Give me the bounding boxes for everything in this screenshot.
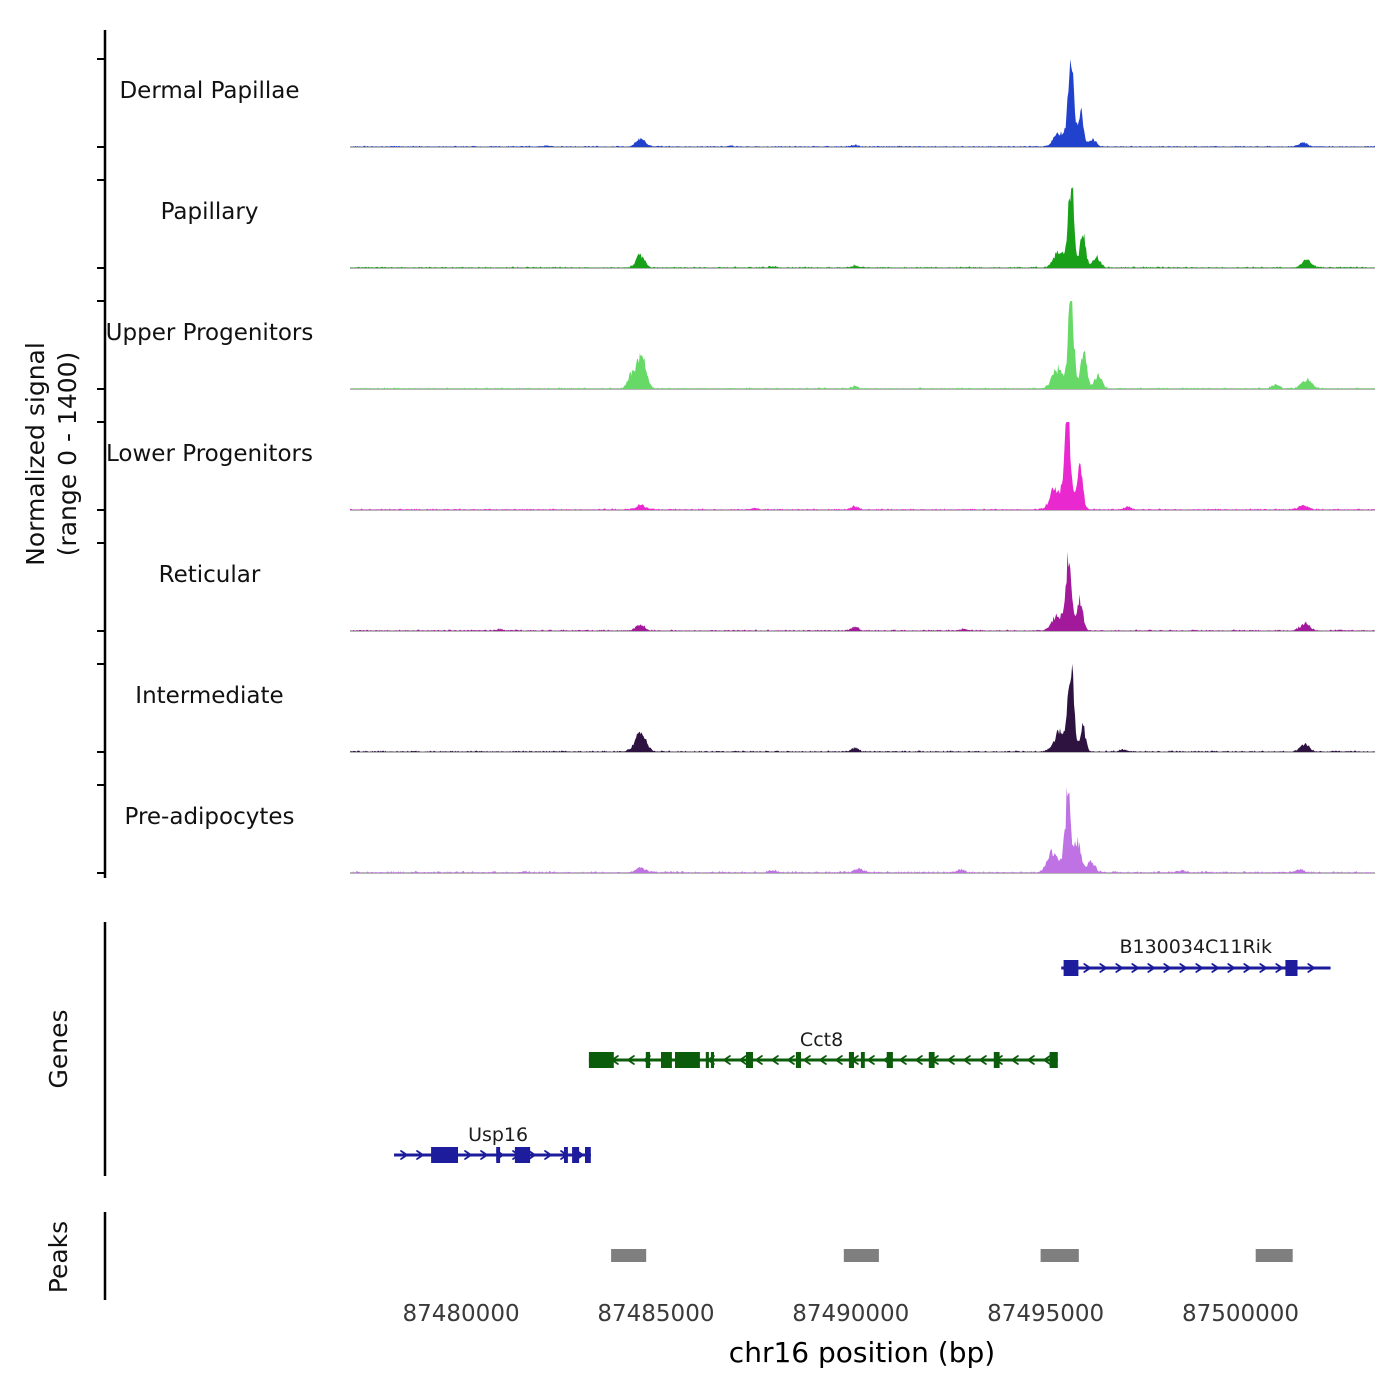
strand-arrow-icon [544, 1150, 552, 1160]
strand-arrow-icon [1275, 963, 1284, 973]
gene-exon [886, 1052, 893, 1068]
strand-arrow-icon [723, 1055, 731, 1065]
x-tick-87480000: 87480000 [402, 1301, 520, 1327]
strand-arrow-icon [915, 1055, 923, 1065]
gene-exon [1285, 960, 1298, 976]
x-tick-87495000: 87495000 [987, 1301, 1105, 1327]
peak-region [1040, 1249, 1079, 1262]
strand-arrow-icon [1083, 963, 1092, 973]
strand-arrow-icon [1115, 963, 1124, 973]
track-label-pre-adipocytes: Pre-adipocytes [124, 804, 295, 830]
strand-arrow-icon [979, 1055, 987, 1065]
x-tick-87485000: 87485000 [597, 1301, 715, 1327]
gene-exon [928, 1052, 935, 1068]
peaks-group-label: Peaks [44, 1220, 73, 1294]
gene-exon [795, 1052, 801, 1068]
strand-arrow-icon [1179, 963, 1188, 973]
track-label-dermal-papillae: Dermal Papillae [119, 78, 300, 104]
strand-arrow-icon [947, 1055, 955, 1065]
signal-area-lower-progenitors [350, 422, 1375, 510]
strand-arrow-icon [1243, 963, 1252, 973]
strand-arrow-icon [1307, 963, 1316, 973]
gene-exon [1063, 960, 1079, 976]
strand-arrow-icon [1211, 963, 1220, 973]
track-label-papillary: Papillary [160, 199, 259, 225]
gene-label-usp16: Usp16 [468, 1124, 529, 1146]
signal-area-dermal-papillae [350, 59, 1375, 147]
track-label-reticular: Reticular [158, 562, 261, 588]
peak-region [1255, 1249, 1293, 1262]
genes-group-label: Genes [44, 1009, 73, 1089]
strand-arrow-icon [771, 1055, 779, 1065]
gene-exon [572, 1147, 580, 1163]
strand-arrow-icon [1131, 963, 1140, 973]
signal-area-papillary [350, 186, 1375, 268]
gene-exon [746, 1052, 753, 1068]
y-axis-label-line1: Normalized signal [21, 342, 50, 566]
peak-region [843, 1249, 879, 1262]
gene-exon [675, 1052, 700, 1068]
strand-arrow-icon [464, 1150, 472, 1160]
gene-exon [431, 1147, 458, 1163]
signal-area-pre-adipocytes [350, 787, 1375, 873]
gene-exon [710, 1052, 714, 1068]
x-tick-87500000: 87500000 [1181, 1301, 1300, 1327]
strand-arrow-icon [787, 1055, 795, 1065]
gene-exon [588, 1052, 614, 1068]
track-label-intermediate: Intermediate [135, 683, 284, 709]
strand-arrow-icon [1163, 963, 1172, 973]
gene-exon [705, 1052, 709, 1068]
track-label-lower-progenitors: Lower Progenitors [106, 441, 313, 467]
gene-exon [496, 1147, 501, 1163]
strand-arrow-icon [1027, 1055, 1035, 1065]
gene-exon [993, 1052, 1000, 1068]
signal-area-upper-progenitors [350, 301, 1375, 389]
strand-arrow-icon [963, 1055, 971, 1065]
strand-arrow-icon [1259, 963, 1268, 973]
strand-arrow-icon [739, 1055, 747, 1065]
strand-arrow-icon [1227, 963, 1236, 973]
gene-label-cct8: Cct8 [799, 1029, 844, 1051]
strand-arrow-icon [416, 1150, 424, 1160]
x-tick-87490000: 87490000 [792, 1301, 910, 1327]
strand-arrow-icon [627, 1055, 635, 1065]
strand-arrow-icon [819, 1055, 827, 1065]
gene-exon [860, 1052, 865, 1068]
gene-exon [645, 1052, 651, 1068]
strand-arrow-icon [899, 1055, 907, 1065]
strand-arrow-icon [803, 1055, 811, 1065]
gene-exon [564, 1147, 568, 1163]
x-axis-title: chr16 position (bp) [728, 1336, 996, 1369]
gene-exon [514, 1147, 531, 1163]
strand-arrow-icon [1011, 1055, 1019, 1065]
strand-arrow-icon [1043, 1055, 1051, 1065]
strand-arrow-icon [835, 1055, 843, 1065]
strand-arrow-icon [1099, 963, 1108, 973]
gene-exon [1049, 1052, 1058, 1068]
strand-arrow-icon [400, 1150, 408, 1160]
strand-arrow-icon [480, 1150, 488, 1160]
strand-arrow-icon [867, 1055, 875, 1065]
strand-arrow-icon [1195, 963, 1204, 973]
gene-exon [661, 1052, 672, 1068]
track-label-upper-progenitors: Upper Progenitors [105, 320, 314, 346]
peak-region [611, 1249, 647, 1262]
gene-exon [585, 1147, 591, 1163]
gene-label-b130034c11rik: B130034C11Rik [1119, 936, 1272, 958]
strand-arrow-icon [528, 1150, 536, 1160]
strand-arrow-icon [1147, 963, 1156, 973]
signal-area-reticular [350, 551, 1375, 631]
gene-exon [848, 1052, 854, 1068]
strand-arrow-icon [755, 1055, 763, 1065]
signal-area-intermediate [350, 664, 1375, 752]
